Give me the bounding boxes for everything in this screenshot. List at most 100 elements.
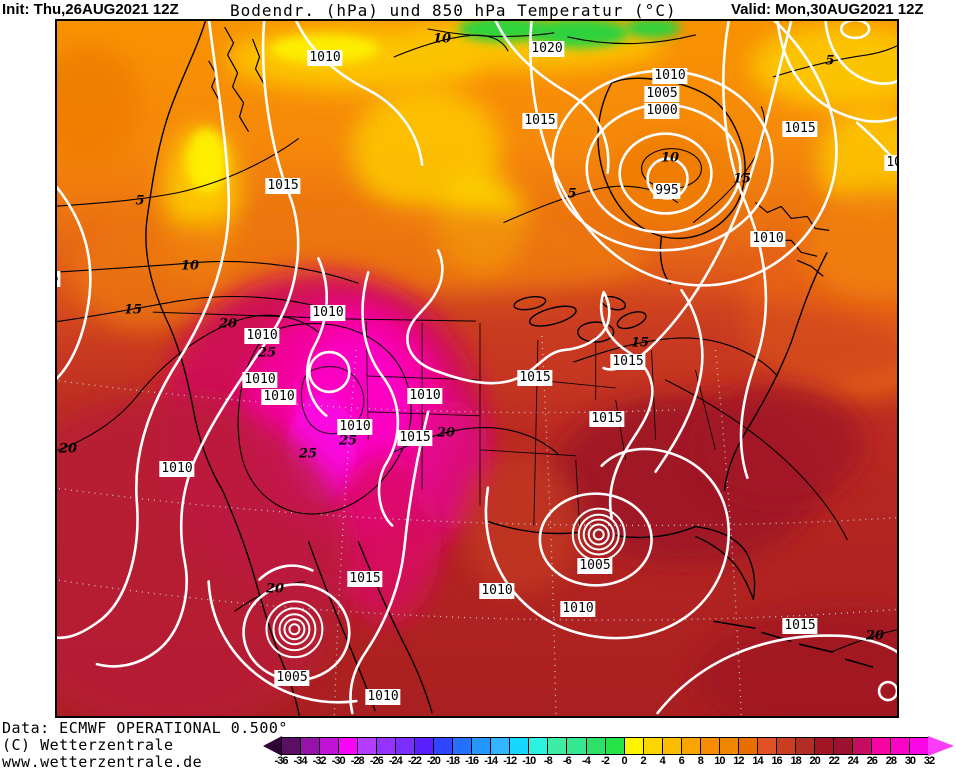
pressure-label: 1015 bbox=[782, 618, 818, 634]
pressure-label: 1010 bbox=[365, 689, 401, 705]
pressure-label: 1010 bbox=[407, 388, 443, 404]
colorbar-segment bbox=[529, 738, 549, 754]
colorbar-segment bbox=[910, 738, 929, 754]
colorbar-tick: -18 bbox=[446, 755, 460, 767]
pressure-label: 1010 bbox=[242, 372, 278, 388]
colorbar-segment bbox=[700, 738, 720, 754]
colorbar-segment bbox=[282, 738, 302, 754]
pressure-label: 1015 bbox=[610, 354, 646, 370]
colorbar-segment bbox=[891, 738, 911, 754]
colorbar-tick: 20 bbox=[809, 755, 821, 767]
colorbar-segment bbox=[491, 738, 511, 754]
temperature-label: 5 bbox=[825, 53, 835, 69]
temperature-label: 10 bbox=[432, 31, 452, 47]
data-source-line: Data: ECMWF OPERATIONAL 0.500° bbox=[2, 719, 288, 737]
colorbar-tick: -34 bbox=[293, 755, 308, 767]
colorbar-segment bbox=[681, 738, 701, 754]
colorbar-tick: -30 bbox=[331, 755, 346, 767]
pressure-label: 1000 bbox=[644, 103, 680, 119]
colorbar-segment bbox=[605, 738, 625, 754]
colorbar-tick: -26 bbox=[369, 755, 384, 767]
weather-map: 1010102010151010100510009951015101010101… bbox=[55, 19, 899, 718]
colorbar-tick: -20 bbox=[427, 755, 441, 767]
colorbar-tick: -6 bbox=[562, 755, 572, 767]
temperature-label: 10 bbox=[180, 258, 200, 274]
colorbar-segment bbox=[510, 738, 530, 754]
colorbar-tick: 26 bbox=[866, 755, 878, 767]
temperature-label: 15 bbox=[732, 171, 752, 187]
page-title: Bodendr. (hPa) und 850 hPa Temperatur (°… bbox=[230, 1, 677, 20]
copyright-line: (C) Wetterzentrale bbox=[2, 736, 174, 754]
colorbar-segment bbox=[795, 738, 815, 754]
pressure-label: 1010 bbox=[310, 305, 346, 321]
colorbar-tick: -22 bbox=[407, 755, 422, 767]
colorbar-segment bbox=[453, 738, 473, 754]
temperature-label: 25 bbox=[298, 446, 318, 462]
website-line: www.wetterzentrale.de bbox=[2, 753, 203, 771]
pressure-label: 1020 bbox=[529, 41, 565, 57]
colorbar-segment bbox=[320, 738, 340, 754]
colorbar-tick: 6 bbox=[678, 755, 685, 767]
temperature-label: 20 bbox=[436, 425, 456, 441]
colorbar-left-arrow bbox=[263, 736, 282, 756]
colorbar-tick: -28 bbox=[350, 755, 365, 767]
colorbar-tick: -14 bbox=[484, 755, 498, 767]
colorbar-tick: -32 bbox=[312, 755, 327, 767]
pressure-label: 1015 bbox=[397, 430, 433, 446]
colorbar-segment bbox=[396, 738, 416, 754]
temperature-label: 15 bbox=[123, 302, 143, 318]
colorbar-tick: -24 bbox=[388, 755, 403, 767]
temperature-label: 20 bbox=[865, 628, 885, 644]
coastlines bbox=[145, 21, 874, 716]
colorbar-segment bbox=[757, 738, 777, 754]
colorbar-segment bbox=[472, 738, 492, 754]
colorbar-tick: 22 bbox=[828, 755, 840, 767]
colorbar-segment bbox=[548, 738, 568, 754]
colorbar-segment bbox=[719, 738, 739, 754]
temperature-label: 20 bbox=[218, 316, 238, 332]
pressure-label: 1010 bbox=[884, 155, 897, 171]
pressure-label: 1015 bbox=[517, 370, 553, 386]
colorbar-segment bbox=[339, 738, 359, 754]
colorbar-segment bbox=[662, 738, 682, 754]
colorbar-segment bbox=[434, 738, 454, 754]
temperature-label: 15 bbox=[630, 335, 650, 351]
colorbar-segment bbox=[377, 738, 397, 754]
colorbar-tick: 12 bbox=[733, 755, 744, 767]
colorbar-segment bbox=[833, 738, 853, 754]
colorbar-tick: 18 bbox=[790, 755, 801, 767]
colorbar-tick: 30 bbox=[904, 755, 916, 767]
colorbar-segment bbox=[852, 738, 872, 754]
pressure-label: 1010 bbox=[652, 68, 688, 84]
pressure-label: 1005 bbox=[644, 86, 680, 102]
colorbar-segment bbox=[301, 738, 321, 754]
pressure-label: 1015 bbox=[347, 571, 383, 587]
pressure-label: 1010 bbox=[560, 601, 596, 617]
pressure-label: 1010 bbox=[750, 231, 786, 247]
pressure-label: 1010 bbox=[244, 328, 280, 344]
temperature-label: 5 bbox=[135, 193, 145, 209]
colorbar-segment bbox=[586, 738, 606, 754]
colorbar-segment bbox=[624, 738, 644, 754]
temperature-field bbox=[57, 21, 897, 716]
pressure-label: 1015 bbox=[265, 178, 301, 194]
colorbar-segment bbox=[776, 738, 796, 754]
pressure-label: 1010 bbox=[479, 583, 515, 599]
pressure-label: 1005 bbox=[577, 558, 613, 574]
pressure-label: 1015 bbox=[782, 121, 818, 137]
colorbar-tick: 16 bbox=[771, 755, 782, 767]
map-labels-layer: 1010102010151010100510009951015101010101… bbox=[57, 21, 897, 716]
pressure-label: 1025 bbox=[57, 271, 61, 287]
colorbar-tick: 10 bbox=[714, 755, 725, 767]
temperature-label: 20 bbox=[265, 581, 285, 597]
colorbar-segment bbox=[567, 738, 587, 754]
colorbar-tick: -4 bbox=[582, 755, 591, 767]
temperature-label: 25 bbox=[338, 433, 358, 449]
pressure-label: 1010 bbox=[261, 389, 297, 405]
pressure-label: 1015 bbox=[522, 113, 558, 129]
colorbar-tick: 0 bbox=[621, 755, 627, 767]
colorbar-segment bbox=[358, 738, 378, 754]
temperature-label: 10 bbox=[660, 150, 680, 166]
temperature-label: 20 bbox=[58, 441, 78, 457]
colorbar-tick: -36 bbox=[274, 755, 289, 767]
